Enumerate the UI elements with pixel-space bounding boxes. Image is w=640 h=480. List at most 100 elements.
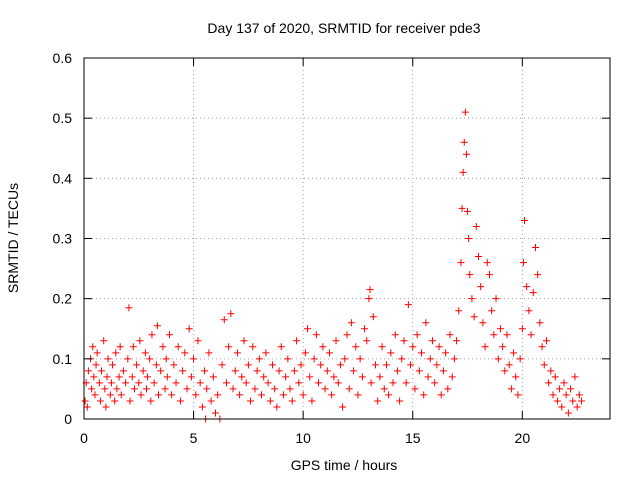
data-point bbox=[387, 349, 395, 357]
data-point bbox=[293, 337, 301, 345]
data-point bbox=[203, 385, 211, 393]
data-point bbox=[334, 379, 342, 387]
data-point bbox=[163, 373, 171, 381]
plot-frame bbox=[83, 57, 611, 420]
data-point bbox=[562, 391, 570, 399]
data-point bbox=[255, 355, 263, 363]
data-point bbox=[159, 343, 167, 351]
data-point bbox=[518, 325, 526, 333]
data-point bbox=[330, 373, 338, 381]
data-point bbox=[196, 379, 204, 387]
data-point bbox=[117, 391, 125, 399]
data-point bbox=[107, 379, 115, 387]
data-point bbox=[328, 391, 336, 399]
data-point bbox=[347, 319, 355, 327]
data-point bbox=[365, 295, 373, 303]
axis-ticks: 0 0.1 0.2 0.3 0.4 0.5 0.6 0 5 10 15 20 bbox=[53, 50, 610, 446]
data-point bbox=[279, 391, 287, 399]
data-point bbox=[540, 361, 548, 369]
data-point bbox=[341, 355, 349, 363]
y-tick-label: 0.3 bbox=[53, 231, 73, 247]
data-point bbox=[183, 385, 191, 393]
data-point bbox=[358, 373, 366, 381]
data-point bbox=[356, 355, 364, 363]
data-point bbox=[468, 295, 476, 303]
data-point bbox=[551, 373, 559, 381]
data-point bbox=[271, 385, 279, 393]
data-point bbox=[458, 204, 466, 212]
data-point bbox=[102, 403, 110, 411]
data-point bbox=[339, 403, 347, 411]
data-point bbox=[275, 367, 283, 375]
data-point bbox=[84, 367, 92, 375]
data-point bbox=[176, 397, 184, 405]
data-point bbox=[251, 385, 259, 393]
data-point bbox=[91, 391, 99, 399]
data-point bbox=[258, 391, 266, 399]
data-point bbox=[187, 373, 195, 381]
grid-lines bbox=[84, 58, 610, 419]
data-point bbox=[578, 397, 586, 405]
data-point bbox=[133, 361, 141, 369]
data-point bbox=[262, 349, 270, 357]
y-tick-label: 0.5 bbox=[53, 110, 73, 126]
data-point bbox=[411, 385, 419, 393]
data-point bbox=[464, 207, 472, 215]
data-point bbox=[136, 337, 144, 345]
data-point bbox=[534, 271, 542, 279]
data-point bbox=[150, 379, 158, 387]
data-point bbox=[366, 286, 374, 294]
data-point bbox=[147, 397, 155, 405]
data-point bbox=[205, 349, 213, 357]
data-point bbox=[404, 301, 412, 309]
data-point bbox=[483, 259, 491, 267]
data-point bbox=[426, 355, 434, 363]
data-point bbox=[137, 391, 145, 399]
data-point bbox=[369, 313, 377, 321]
data-point bbox=[128, 373, 136, 381]
data-point bbox=[382, 361, 390, 369]
data-point bbox=[90, 373, 98, 381]
data-point bbox=[516, 355, 524, 363]
data-point bbox=[448, 373, 456, 381]
data-point bbox=[321, 385, 329, 393]
data-point bbox=[501, 367, 509, 375]
data-point bbox=[115, 373, 123, 381]
data-point bbox=[352, 343, 360, 351]
data-point bbox=[361, 325, 369, 333]
x-tick-label: 20 bbox=[515, 430, 531, 446]
data-point bbox=[460, 138, 468, 146]
data-point bbox=[277, 343, 285, 351]
data-point bbox=[92, 361, 100, 369]
data-point bbox=[343, 331, 351, 339]
data-point bbox=[112, 349, 120, 357]
data-point bbox=[181, 349, 189, 357]
data-point bbox=[207, 397, 215, 405]
data-point bbox=[95, 379, 103, 387]
data-point bbox=[560, 379, 568, 387]
chart-title: Day 137 of 2020, SRMTID for receiver pde… bbox=[207, 20, 480, 36]
data-point bbox=[542, 337, 550, 345]
data-point bbox=[549, 391, 557, 399]
data-point bbox=[472, 222, 480, 230]
data-point bbox=[494, 355, 502, 363]
data-point bbox=[113, 385, 121, 393]
y-tick-label: 0 bbox=[64, 411, 72, 427]
data-point bbox=[135, 379, 143, 387]
data-point bbox=[222, 379, 230, 387]
data-point bbox=[459, 168, 467, 176]
data-point bbox=[242, 379, 250, 387]
data-point bbox=[220, 316, 228, 324]
data-point bbox=[146, 355, 154, 363]
data-point bbox=[98, 367, 106, 375]
data-point bbox=[538, 343, 546, 351]
data-point bbox=[104, 355, 112, 363]
y-tick-label: 0.1 bbox=[53, 351, 73, 367]
data-point bbox=[437, 391, 445, 399]
data-point bbox=[446, 331, 454, 339]
data-point bbox=[435, 343, 443, 351]
data-point bbox=[89, 343, 97, 351]
data-point bbox=[444, 385, 452, 393]
data-point bbox=[402, 379, 410, 387]
data-point bbox=[575, 391, 583, 399]
